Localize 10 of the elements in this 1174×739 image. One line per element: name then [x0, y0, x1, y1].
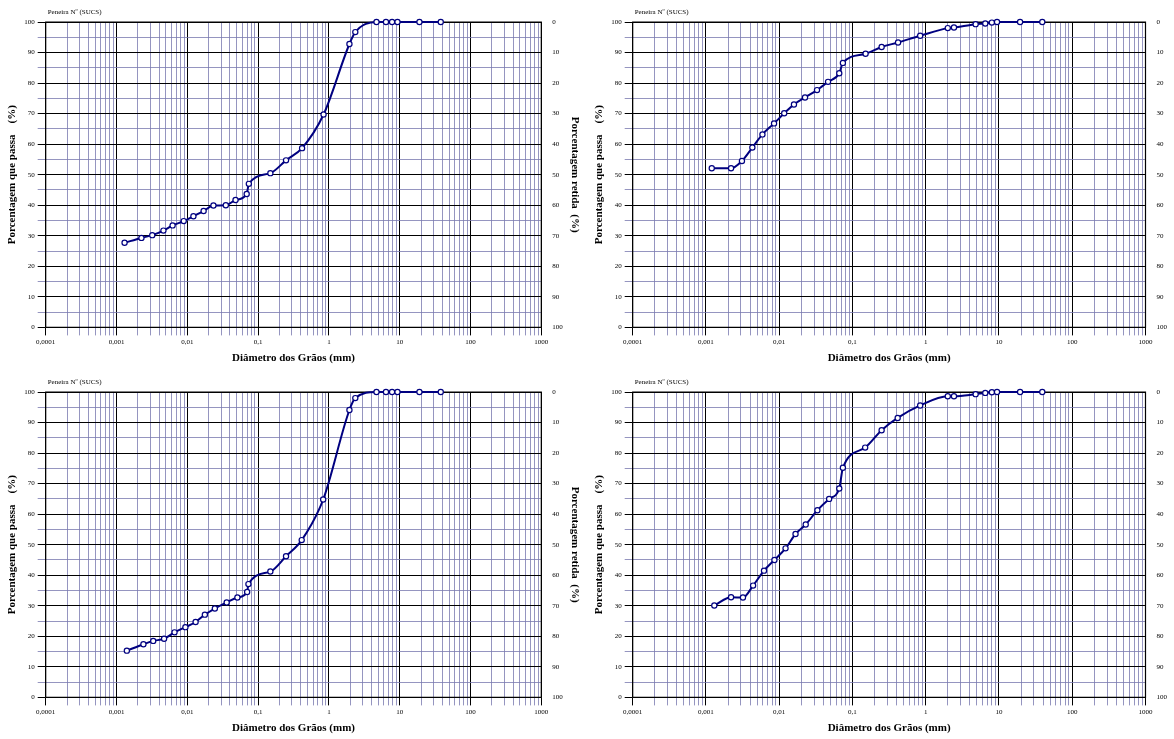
y2-axis-title: Porcentagem retida (%)	[568, 486, 582, 604]
x-axis-title: Diâmetro dos Grãos (mm)	[232, 351, 356, 365]
y-axis-title: Porcentagem que passa (%)	[592, 104, 606, 245]
x-axis-title: Diâmetro dos Grãos (mm)	[827, 721, 951, 735]
y-axis-title: Porcentagem que passa (%)	[592, 474, 606, 615]
x-axis-title: Diâmetro dos Grãos (mm)	[827, 351, 951, 365]
x-axis-title: Diâmetro dos Grãos (mm)	[232, 721, 356, 735]
y2-axis-title: Porcentagem retida (%)	[568, 116, 582, 234]
y-axis-title: Porcentagem que passa (%)	[5, 104, 19, 245]
y-axis-title: Porcentagem que passa (%)	[5, 474, 19, 615]
